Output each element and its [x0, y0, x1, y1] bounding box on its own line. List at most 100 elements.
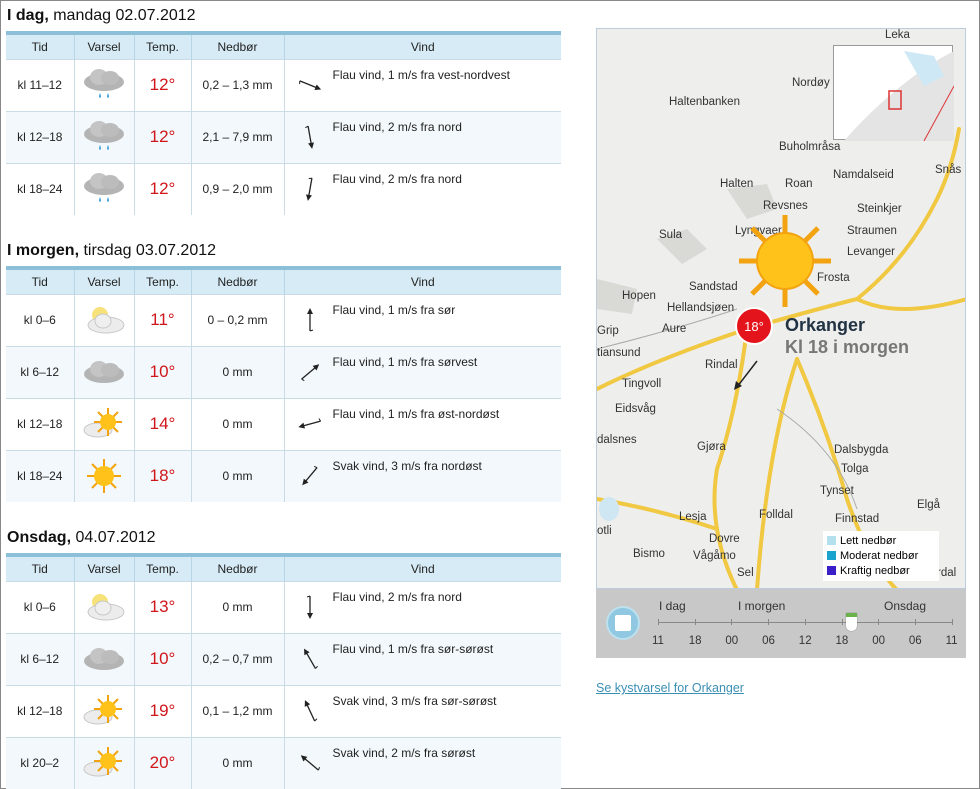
- wind-cell: Flau vind, 2 m/s fra nord: [283, 110, 561, 163]
- timeline-tick[interactable]: [878, 619, 880, 625]
- wind-cell: Flau vind, 2 m/s fra nord: [283, 162, 561, 215]
- timeline-tick[interactable]: [658, 619, 659, 625]
- cloud-rain-icon: [73, 58, 134, 111]
- timeline-hour[interactable]: 00: [872, 635, 885, 647]
- timeline-hour[interactable]: 18: [835, 635, 849, 647]
- coastal-forecast-link[interactable]: Se kystvarsel for Orkanger: [596, 681, 744, 695]
- table-row: kl 0–6 11° 0 – 0,2 mm Flau vind, 1 m/s f…: [6, 293, 561, 346]
- legend-label: Moderat nedbør: [840, 549, 919, 562]
- map-place: Sula: [659, 229, 683, 241]
- time-cell: kl 0–6: [6, 580, 74, 633]
- timeline-tick[interactable]: [804, 619, 806, 625]
- timeline-tick[interactable]: [841, 619, 843, 625]
- legend-swatch: [827, 551, 836, 560]
- table-row: kl 0–6 13° 0 mm Flau vind, 2 m/s fra nor…: [6, 580, 561, 633]
- table-row: kl 12–18 19° 0,1 – 1,2 mm Svak vind, 3 m…: [6, 684, 561, 737]
- timeline-hour[interactable]: 12: [798, 635, 812, 647]
- precipitation-cell: 0,2 – 0,7 mm: [190, 632, 284, 685]
- time-cell: kl 12–18: [6, 684, 74, 737]
- wind-arrow-icon: [305, 177, 313, 201]
- wind-arrow-icon: [304, 125, 314, 149]
- wind-arrow-icon: [300, 363, 319, 381]
- precipitation-legend: Lett nedbør Moderat nedbør Kraftig nedbø…: [823, 531, 939, 581]
- wind-description: Flau vind, 1 m/s fra øst-nordøst: [332, 406, 500, 421]
- timeline-hour[interactable]: 11: [652, 635, 664, 647]
- section-date: 04.07.2012: [71, 529, 156, 546]
- sun-cloud-icon: [73, 684, 134, 737]
- precipitation-cell: 0 – 0,2 mm: [190, 293, 284, 346]
- timeline-slider-handle[interactable]: [846, 613, 857, 631]
- map-place: Levanger: [847, 246, 895, 258]
- forecast-table: Tid Varsel Temp. Nedbør Vind kl 0–6 11° 0 – …: [6, 266, 561, 502]
- timeline-day: I dag: [659, 599, 686, 613]
- table-row: kl 11–12 12° 0,2 – 1,3 mm Flau vind, 1 m…: [6, 58, 561, 111]
- wind-description: Svak vind, 2 m/s fra sørøst: [332, 745, 476, 760]
- timeline-tick[interactable]: [694, 619, 696, 625]
- time-cell: kl 6–12: [6, 632, 74, 685]
- stop-button[interactable]: [606, 606, 640, 640]
- cloud-icon: [73, 345, 134, 398]
- forecast-time: Kl 18 i morgen: [785, 337, 910, 357]
- map-place: Finnstad: [835, 513, 880, 525]
- section-date: mandag 02.07.2012: [48, 7, 196, 24]
- wind-arrow-icon: [306, 307, 313, 331]
- map-place: Bismo: [633, 548, 665, 560]
- wind-arrow-icon: [304, 699, 317, 721]
- timeline-tick[interactable]: [914, 619, 916, 625]
- temperature-cell: 18°: [133, 449, 191, 502]
- sun-cloud-icon: [73, 736, 134, 789]
- table-row: kl 12–18 12° 2,1 – 7,9 mm Flau vind, 2 m…: [6, 110, 561, 163]
- map-place: Rindal: [705, 359, 738, 371]
- timeline-hour[interactable]: 00: [725, 635, 739, 647]
- timeline: I dag I morgen Onsdag 11 18 00 06 12 18 00 06 11: [596, 589, 966, 658]
- inset-map: [833, 45, 955, 142]
- sun-cloud-icon: [73, 397, 134, 450]
- wind-description: Flau vind, 2 m/s fra nord: [332, 589, 462, 604]
- wind-description: Flau vind, 2 m/s fra nord: [332, 119, 462, 134]
- table-row: kl 6–12 10° 0,2 – 0,7 mm Flau vind, 1 m/…: [6, 632, 561, 685]
- map-place: Tingvoll: [622, 378, 662, 390]
- table-row: kl 18–24 12° 0,9 – 2,0 mm Flau vind, 2 m…: [6, 162, 561, 215]
- wind-cell: Flau vind, 1 m/s fra sør: [283, 293, 561, 346]
- forecast-map[interactable]: Leka Nordøy Haltenbanken Buholmråsa Namd…: [596, 28, 966, 589]
- temperature-cell: 13°: [133, 580, 191, 633]
- timeline-tick[interactable]: [731, 619, 733, 625]
- map-place: Sandstad: [689, 281, 738, 293]
- precipitation-cell: 0 mm: [190, 580, 284, 633]
- wind-arrow-icon: [301, 465, 318, 485]
- temperature-marker[interactable]: 18°: [735, 307, 773, 345]
- time-cell: kl 12–18: [6, 397, 74, 450]
- column-header: Temp.: [133, 31, 191, 59]
- section-day: I morgen,: [7, 242, 80, 259]
- map-place: Namdalseid: [833, 169, 894, 181]
- map-place: dalsnes: [597, 434, 637, 446]
- precipitation-cell: 0 mm: [190, 736, 284, 789]
- map-place: Sel: [737, 567, 754, 579]
- map-place: Aure: [662, 323, 687, 335]
- column-header: Varsel: [73, 553, 134, 581]
- wind-description: Flau vind, 1 m/s fra sør-sørøst: [332, 641, 494, 656]
- precipitation-cell: 0,9 – 2,0 mm: [190, 162, 284, 215]
- timeline-hour[interactable]: 06: [762, 635, 775, 647]
- wind-cell: Flau vind, 1 m/s fra sør-sørøst: [283, 632, 561, 685]
- precipitation-cell: 0,2 – 1,3 mm: [190, 58, 284, 111]
- map-place: Halten: [720, 178, 754, 190]
- timeline-tick[interactable]: [951, 619, 953, 625]
- column-header: Nedbør: [190, 553, 284, 581]
- section-title: I morgen, tirsdag 03.07.2012: [7, 242, 216, 260]
- wind-arrow-icon: [734, 360, 758, 390]
- timeline-tick[interactable]: [768, 619, 770, 625]
- timeline-hour[interactable]: 11: [945, 635, 958, 647]
- time-cell: kl 0–6: [6, 293, 74, 346]
- map-place: Straumen: [847, 225, 897, 237]
- map-place: Roan: [785, 178, 813, 190]
- wind-arrow-icon: [300, 754, 320, 771]
- time-cell: kl 18–24: [6, 449, 74, 502]
- timeline-hour[interactable]: 18: [688, 635, 702, 647]
- wind-description: Flau vind, 1 m/s fra vest-nordvest: [332, 67, 510, 82]
- map-place: Lesja: [679, 511, 707, 523]
- table-row: kl 6–12 10° 0 mm Flau vind, 1 m/s fra sø…: [6, 345, 561, 398]
- legend-label: Lett nedbør: [840, 534, 897, 547]
- timeline-hour[interactable]: 06: [908, 635, 922, 647]
- wind-description: Flau vind, 1 m/s fra sørvest: [332, 354, 478, 369]
